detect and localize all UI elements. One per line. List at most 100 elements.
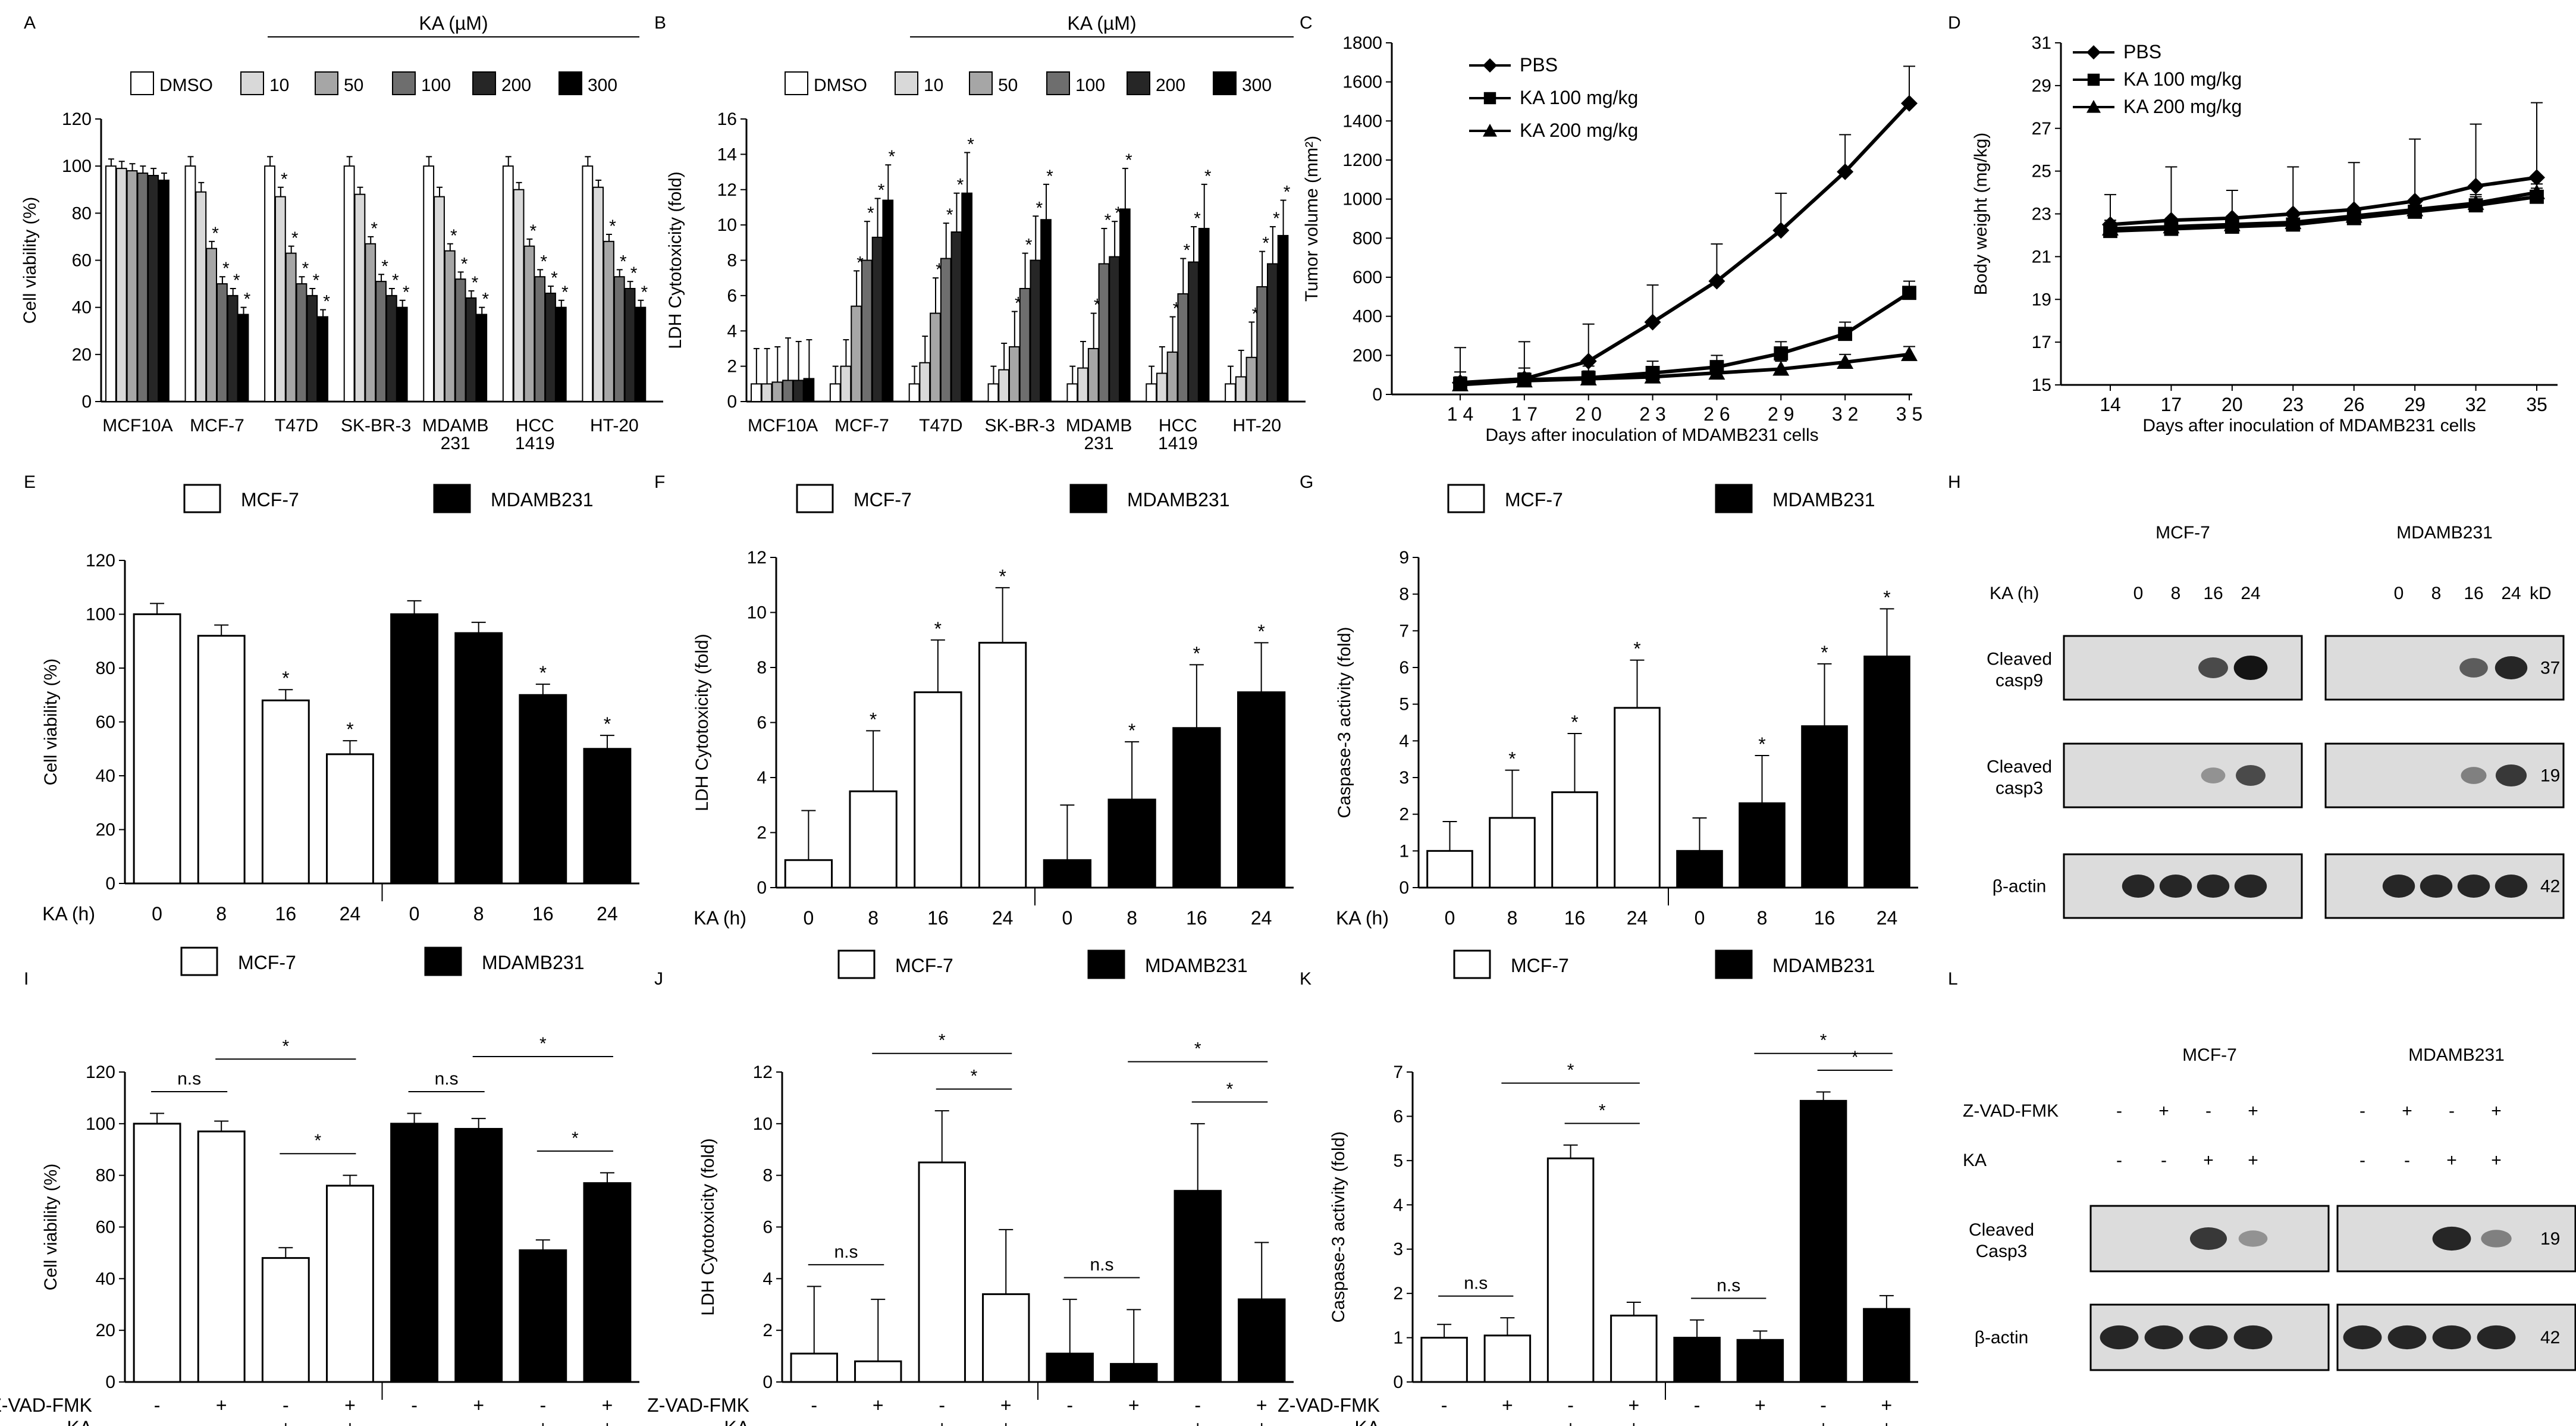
- data-bar: [197, 635, 246, 885]
- y-axis-title: Caspase-3 activity (fold): [1335, 627, 1354, 819]
- treatment-sign: -: [2161, 1151, 2167, 1170]
- x-tick-label: 29: [2404, 394, 2426, 415]
- data-bar: [454, 278, 466, 402]
- data-point: [1708, 272, 1725, 290]
- significance-star: *: [530, 221, 537, 241]
- x-category-label: SK-BR-3: [985, 416, 1055, 435]
- x-tick-label: 3 5: [1896, 403, 1922, 425]
- significance-star: *: [323, 292, 330, 312]
- x-tick-label: 16: [532, 903, 554, 924]
- data-bar: [390, 613, 438, 885]
- treatment-sign: -: [1504, 1417, 1511, 1426]
- data-bar: [227, 294, 239, 402]
- y-tick-label: 2: [1399, 805, 1409, 825]
- x-tick-label: 16: [1564, 907, 1586, 929]
- y-tick-label: 40: [96, 1269, 115, 1289]
- x-tick-label: 8: [216, 903, 227, 924]
- data-bar: [1483, 1334, 1532, 1383]
- protein-band: [2495, 764, 2527, 786]
- significance-star: *: [1046, 167, 1053, 186]
- significance-star: *: [1193, 643, 1200, 664]
- data-bar: [1040, 219, 1052, 402]
- data-bar: [454, 1128, 503, 1383]
- legend-label: KA 200 mg/kg: [1520, 120, 1638, 141]
- data-bar: [519, 694, 567, 885]
- y-tick-label: 2: [757, 823, 767, 843]
- x-tick-label: 3 2: [1832, 403, 1858, 425]
- row-label: Z-VAD-FMK: [1278, 1394, 1380, 1416]
- y-axis-title: Tumor volume (mm²): [1302, 136, 1322, 302]
- data-bar: [1551, 791, 1598, 889]
- cell-line-label: MCF-7: [2182, 1045, 2237, 1065]
- legend-label: MDAMB231: [1772, 489, 1875, 510]
- data-bar: [195, 191, 207, 402]
- data-bar: [137, 173, 149, 402]
- legend-label: DMSO: [814, 76, 867, 95]
- data-bar: [1119, 208, 1131, 402]
- data-bar: [1863, 656, 1910, 889]
- y-tick-label: 600: [1353, 268, 1382, 287]
- y-tick-label: 4: [763, 1269, 773, 1289]
- significance-star: *: [867, 203, 874, 223]
- significance-star: *: [1125, 151, 1132, 170]
- x-category-label: SK-BR-3: [341, 416, 411, 435]
- treatment-sign: +: [1881, 1394, 1893, 1416]
- y-axis-title: LDH Cytotoxicity (fold): [698, 1138, 718, 1315]
- y-tick-label: 6: [1393, 1107, 1403, 1126]
- treatment-sign: +: [1256, 1394, 1267, 1416]
- x-tick-label: 0: [409, 903, 420, 924]
- legend-label: MDAMB231: [482, 952, 585, 973]
- significance-star: *: [604, 713, 611, 735]
- data-point: [2528, 169, 2545, 186]
- y-tick-label: 1000: [1342, 190, 1382, 209]
- x-tick-label: 24: [597, 903, 618, 924]
- legend-swatch: [1715, 484, 1753, 513]
- treatment-sign: +: [216, 1394, 227, 1416]
- legend-label: MCF-7: [895, 955, 953, 976]
- data-bar: [261, 1257, 310, 1383]
- treatment-sign: +: [1881, 1417, 1893, 1426]
- y-tick-label: 20: [72, 345, 92, 365]
- significance-star: *: [957, 175, 964, 195]
- significance-label: *: [1820, 1031, 1827, 1051]
- data-bar: [237, 314, 249, 403]
- x-category-label: 231: [1084, 434, 1114, 453]
- significance-star: *: [1633, 638, 1640, 660]
- y-tick-label: 23: [2032, 205, 2051, 224]
- significance-star: *: [392, 271, 399, 290]
- y-tick-label: 0: [757, 878, 767, 898]
- data-bar: [1077, 367, 1088, 402]
- legend-label: 100: [1075, 76, 1105, 95]
- x-tick-label: 17: [2161, 394, 2182, 415]
- treatment-sign: -: [939, 1394, 945, 1416]
- protein-band: [2461, 767, 2487, 784]
- data-bar: [1863, 1308, 1910, 1383]
- data-bar: [1109, 256, 1121, 402]
- data-bar: [1066, 383, 1078, 402]
- data-bar: [264, 165, 275, 402]
- legend-label: 200: [1156, 76, 1185, 95]
- x-category-label: T47D: [919, 416, 962, 435]
- panel-label: K: [1300, 969, 1311, 989]
- data-bar: [1098, 263, 1110, 402]
- data-bar: [784, 859, 833, 889]
- protein-band: [2144, 1325, 2183, 1350]
- legend-swatch: [559, 71, 582, 95]
- y-tick-label: 12: [747, 548, 767, 568]
- y-tick-label: 5: [1393, 1151, 1403, 1171]
- x-tick-label: 2 3: [1639, 403, 1665, 425]
- significance-label: *: [1194, 1039, 1201, 1059]
- x-category-label: MCF10A: [748, 416, 818, 435]
- treatment-sign: +: [2203, 1151, 2214, 1170]
- legend-label: KA 100 mg/kg: [1520, 87, 1638, 108]
- x-tick-label: 0: [1445, 907, 1455, 929]
- significance-star: *: [999, 566, 1006, 587]
- data-bar: [790, 1352, 838, 1383]
- y-tick-label: 100: [62, 156, 92, 176]
- significance-star: *: [472, 273, 479, 293]
- y-tick-label: 80: [72, 203, 92, 223]
- y-tick-label: 0: [1393, 1372, 1403, 1392]
- significance-star: *: [371, 219, 378, 239]
- significance-star: *: [609, 217, 616, 236]
- significance-star: *: [551, 268, 558, 288]
